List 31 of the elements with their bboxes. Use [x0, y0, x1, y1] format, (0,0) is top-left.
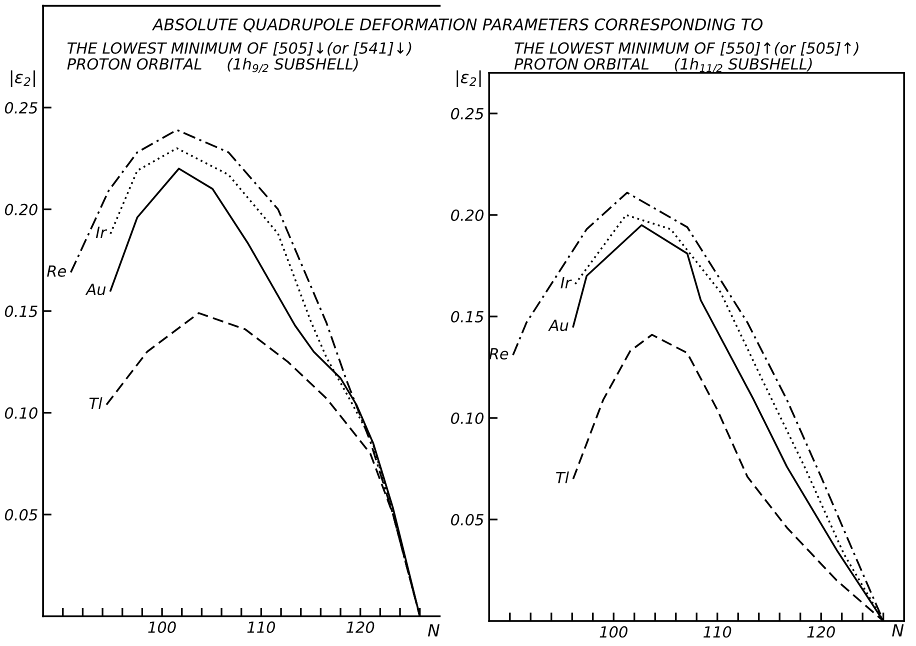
y-tick-label: 0.05 [4, 509, 38, 521]
y-tick-label: 0.20 [4, 204, 38, 216]
y-tick-label: 0.10 [451, 412, 484, 424]
y-tick-label: 0.25 [451, 108, 484, 120]
x-tick-label: 110 [247, 621, 276, 633]
chart-subtitle: THE LOWEST MINIMUM OF [550]↑(or [505]↑) PROTON ORBITAL (1h$_{11/2}$ SUBSHELL) [514, 42, 858, 74]
series-label: Tl [89, 397, 102, 409]
x-tick-label: 110 [704, 626, 732, 638]
y-tick-label: 0.15 [4, 306, 38, 318]
y-tick-label: 0.10 [4, 407, 38, 419]
series-label: Ir [96, 226, 108, 238]
y-tick-label: 0.05 [451, 514, 484, 526]
series-label: Tl [556, 472, 569, 484]
series-label: Re [47, 265, 66, 277]
x-tick-label: 120 [346, 621, 374, 633]
y-tick-label: 0.15 [451, 310, 484, 323]
y-axis-title: |ε$_{2}$| [456, 70, 481, 88]
x-tick-label: 120 [807, 626, 835, 638]
text: ABSOLUTE QUADRUPOLE DEFORMATION PARAMETERS CORRESPONDING TO [152, 18, 763, 32]
x-axis-title: N [428, 624, 440, 636]
series-label: Re [489, 348, 508, 360]
y-tick-label: 0.20 [451, 209, 484, 221]
text: THE LOWEST MINIMUM OF [505]↓(or [541]↓) PROTON ORBITAL (1h$_{9/2}$ SUBSHELL) [67, 42, 412, 74]
x-tick-label: 100 [148, 621, 176, 633]
y-axis-title: |ε$_{2}$| [10, 70, 35, 88]
series-label: Au [85, 284, 106, 296]
y-tick-label: 0.25 [4, 102, 38, 114]
x-axis-title: N [892, 624, 904, 636]
series-label: Ir [560, 277, 572, 288]
series-label: Au [548, 320, 568, 332]
x-tick-label: 100 [600, 626, 628, 638]
